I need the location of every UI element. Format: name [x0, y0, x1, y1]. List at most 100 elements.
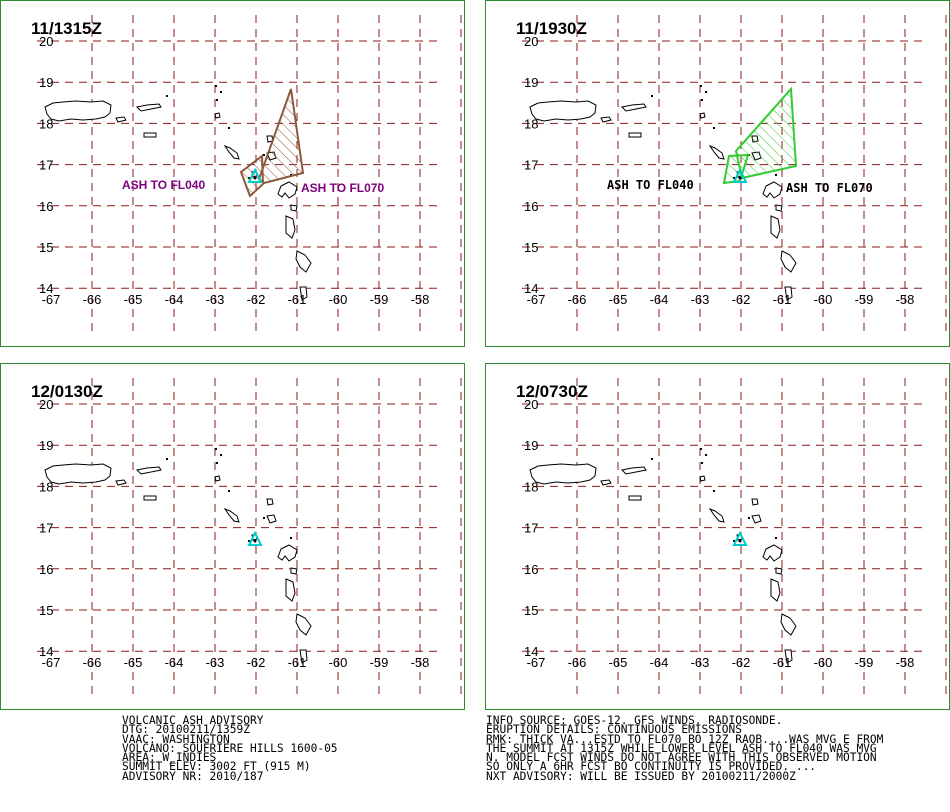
map-canvas: 20 19 18 17 16 15 14-67 -66 -65 -64 -63 -62 -61 -60 -5…: [522, 15, 947, 335]
lat-label: 20: [524, 34, 538, 49]
lat-label: 16: [39, 562, 53, 577]
lat-label: 14: [524, 644, 538, 659]
lon-label: -63: [691, 292, 710, 307]
st-kitts-island: [223, 144, 240, 160]
lon-label: -58: [411, 292, 430, 307]
lat-label: 16: [524, 199, 538, 214]
lon-label: -61: [288, 292, 307, 307]
marie-galante-island: [290, 204, 298, 212]
ash-area-fl070: [257, 88, 305, 185]
lon-label: -67: [42, 292, 61, 307]
lat-label: 14: [39, 644, 53, 659]
advisory-line: AREA: W_INDIES: [122, 751, 217, 765]
st-croix-island: [143, 132, 157, 138]
vieques-island: [115, 116, 127, 123]
islet-dot: [705, 454, 707, 456]
advisory-line: NXT ADVISORY: WILL BE ISSUED BY 20100211…: [486, 769, 796, 783]
antigua-island: [266, 514, 277, 524]
martinique-island: [295, 613, 312, 636]
islet-dot: [705, 91, 707, 93]
volcano-marker: [732, 530, 748, 546]
lon-label: -66: [83, 292, 102, 307]
lon-label: -60: [814, 655, 833, 670]
islet-dot: [220, 91, 222, 93]
ash-label-fl040: ASH TO FL040: [122, 178, 205, 192]
dominica-island: [285, 578, 296, 602]
advisory-line: ADVISORY NR: 2010/187: [122, 769, 264, 783]
ash-label-fl040: ASH TO FL040: [607, 178, 694, 192]
islet-dot: [651, 458, 653, 460]
anguilla-island: [699, 112, 706, 119]
st-lucia-island: [299, 649, 308, 664]
lon-label: -63: [206, 292, 225, 307]
st-lucia-island: [784, 649, 793, 664]
islet-dot: [775, 537, 777, 539]
advisory-line: VOLCANO: SOUFRIERE HILLS 1600-05: [122, 741, 338, 755]
map-panel: 20 19 18 17 16 15 14 -67 -66 -65 -64 -63 -62 -61 -60 -5…: [485, 363, 950, 710]
islet-dot: [775, 174, 777, 176]
islet-dot: [166, 458, 168, 460]
lat-label: 17: [524, 158, 538, 173]
islet-dot: [700, 448, 702, 450]
lon-label: -64: [650, 292, 669, 307]
lat-label: 15: [39, 240, 53, 255]
lat-label: 17: [39, 158, 53, 173]
lon-label: -62: [732, 292, 751, 307]
lon-label: -58: [896, 292, 915, 307]
lon-label: -59: [855, 655, 874, 670]
puerto-rico-island: [44, 100, 112, 122]
martinique-island: [780, 613, 797, 636]
advisory-line: N. MODEL FCST WINDS DO NOT AGREE WITH TH…: [486, 751, 877, 765]
islet-dot: [748, 517, 750, 519]
anguilla-island: [214, 475, 221, 482]
map-canvas: 20 19 18 17 16 15 14-67 -66 -65 -64 -63 -62 -61 -60 -5…: [37, 15, 462, 335]
islet-dot: [248, 540, 250, 542]
panel-time-title: 12/0130Z: [31, 382, 103, 401]
virgin-islands: [135, 466, 162, 475]
lat-label: 18: [524, 479, 538, 494]
advisory-line: SUMMIT ELEV: 3002 FT (915 M): [122, 760, 311, 774]
volcano-marker: [247, 167, 263, 183]
marie-galante-island: [290, 567, 298, 575]
lat-label: 14: [524, 281, 538, 296]
advisory-line: THE SUMMIT AT 1315Z WHILE LOWER LEVEL AS…: [486, 741, 877, 755]
panel-time-title: 11/1315Z: [31, 19, 102, 38]
lat-label: 19: [39, 438, 53, 453]
map-panel: 20 19 18 17 16 15 14 -67 -66 -65 -64 -63 -62 -61 -60 -5…: [0, 363, 465, 710]
lat-label: 19: [39, 75, 53, 90]
guadeloupe-island: [762, 544, 783, 562]
volcano-marker: [247, 530, 263, 546]
islet-dot: [700, 85, 702, 87]
advisory-line: SO ONLY A 6HR FCST BO CONTINUITY IS PROV…: [486, 760, 817, 774]
advisory-line: RMK: THICK VA...ESTD TO FL070 BO 12Z RAO…: [486, 732, 884, 746]
lon-label: -66: [568, 655, 587, 670]
lon-label: -66: [568, 292, 587, 307]
islet-dot: [290, 537, 292, 539]
lat-label: 17: [39, 521, 53, 536]
st-kitts-island: [708, 507, 725, 523]
lon-label: -65: [124, 655, 143, 670]
barbuda-island: [751, 498, 759, 506]
lon-label: -65: [609, 655, 628, 670]
vieques-island: [115, 479, 127, 486]
martinique-island: [780, 250, 797, 273]
islet-dot: [215, 448, 217, 450]
virgin-islands: [620, 103, 647, 112]
lat-label: 20: [39, 397, 53, 412]
guadeloupe-island: [762, 181, 783, 199]
islet-dot: [651, 95, 653, 97]
islet-dot: [263, 154, 265, 156]
advisory-line: VAAC: WASHINGTON: [122, 732, 230, 746]
st-croix-island: [628, 132, 642, 138]
lon-label: -67: [527, 655, 546, 670]
lon-label: -61: [773, 655, 792, 670]
marie-galante-island: [775, 204, 783, 212]
lat-label: 15: [39, 603, 53, 618]
st-lucia-island: [299, 286, 308, 301]
islet-dot: [713, 127, 715, 129]
panel-time-title: 12/0730Z: [516, 382, 588, 401]
lon-label: -67: [42, 655, 61, 670]
martinique-island: [295, 250, 312, 273]
virgin-islands: [620, 466, 647, 475]
lat-label: 20: [524, 397, 538, 412]
